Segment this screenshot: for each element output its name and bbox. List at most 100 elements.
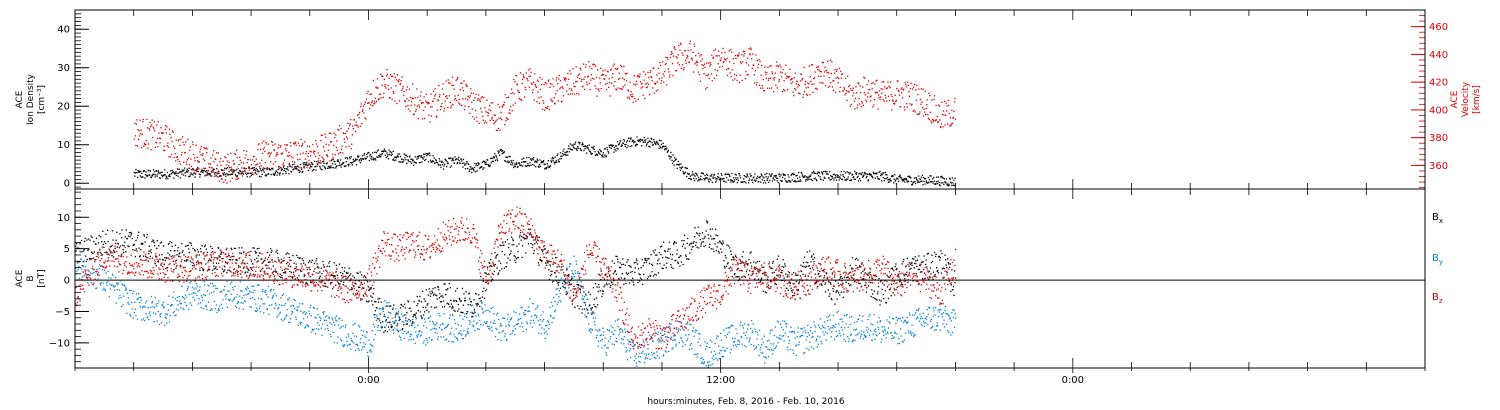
velocity-point xyxy=(409,96,412,99)
velocity-point xyxy=(524,96,526,98)
velocity-point xyxy=(276,151,278,154)
ion-density-point xyxy=(203,167,205,169)
velocity-point xyxy=(172,131,174,134)
velocity-point xyxy=(831,61,833,63)
bx-point xyxy=(839,294,841,296)
bx-point xyxy=(273,275,276,277)
bx-point xyxy=(471,312,473,314)
ion-density-point xyxy=(276,174,278,176)
ion-density-point xyxy=(842,173,844,176)
bx-point xyxy=(572,294,575,296)
bx-point xyxy=(146,236,148,238)
bx-point xyxy=(738,276,740,278)
velocity-point xyxy=(709,65,711,67)
ion-density-point xyxy=(642,139,644,141)
ion-density-point xyxy=(264,168,266,170)
velocity-point xyxy=(183,144,185,146)
ion-density-point xyxy=(637,139,639,141)
ion-density-point xyxy=(392,150,394,152)
velocity-point xyxy=(551,100,554,102)
ion-density-point xyxy=(307,164,309,166)
velocity-point xyxy=(324,133,326,135)
velocity-point xyxy=(832,80,834,82)
velocity-point xyxy=(421,118,424,120)
ion-density-point xyxy=(168,175,170,177)
by-point xyxy=(122,304,124,306)
bx-point xyxy=(838,279,840,281)
bx-point xyxy=(491,278,493,280)
ion-density-point xyxy=(401,158,403,161)
velocity-point xyxy=(344,141,346,143)
bx-point xyxy=(724,255,727,257)
velocity-point xyxy=(929,111,932,113)
velocity-point xyxy=(845,90,848,92)
bx-point xyxy=(634,271,636,273)
bx-point xyxy=(644,259,646,261)
ion-density-point xyxy=(758,180,760,183)
ion-density-point xyxy=(763,177,765,179)
bx-point xyxy=(917,268,919,271)
velocity-point xyxy=(376,87,378,89)
velocity-point xyxy=(249,159,252,161)
ion-density-point xyxy=(742,181,744,183)
ion-density-point xyxy=(701,178,703,181)
ion-density-point xyxy=(819,176,821,178)
bx-point xyxy=(909,268,911,270)
velocity-point xyxy=(589,65,591,68)
velocity-tick-label: 460 xyxy=(1429,22,1448,33)
bx-point xyxy=(798,283,800,285)
velocity-point xyxy=(462,89,465,92)
bx-point xyxy=(419,311,422,313)
ion-density-point xyxy=(390,151,392,153)
velocity-point xyxy=(208,163,210,165)
ion-density-point xyxy=(269,168,271,170)
bx-point xyxy=(393,322,395,324)
ion-density-point xyxy=(356,158,358,161)
velocity-point xyxy=(198,168,200,170)
ion-density-point xyxy=(816,180,818,182)
ion-density-point xyxy=(766,179,768,181)
ion-density-point xyxy=(187,170,189,172)
bx-point xyxy=(875,298,877,300)
bx-point xyxy=(127,235,130,237)
velocity-point xyxy=(523,75,525,78)
ion-density-point xyxy=(843,176,846,179)
bx-point xyxy=(277,257,279,259)
velocity-point xyxy=(592,63,595,65)
bx-point xyxy=(484,290,487,292)
velocity-point xyxy=(236,178,239,180)
bx-point xyxy=(404,303,406,305)
bx-point xyxy=(132,244,134,247)
velocity-point xyxy=(264,162,266,164)
velocity-point xyxy=(563,77,565,79)
bx-point xyxy=(778,270,780,272)
velocity-point xyxy=(500,111,502,114)
bx-point xyxy=(927,277,929,279)
velocity-point xyxy=(651,76,653,78)
velocity-point xyxy=(149,125,152,128)
ion-density-point xyxy=(942,177,944,179)
ion-density-point xyxy=(686,175,688,178)
velocity-point xyxy=(837,76,839,78)
bx-point xyxy=(679,265,681,267)
bx-point xyxy=(428,311,430,313)
bx-point xyxy=(80,239,83,242)
by-point xyxy=(103,269,106,271)
bx-point xyxy=(453,309,455,311)
velocity-point xyxy=(178,160,181,163)
ion-density-point xyxy=(368,159,370,162)
velocity-point xyxy=(373,103,375,105)
ion-density-point xyxy=(505,156,508,158)
velocity-point xyxy=(847,75,849,77)
bx-point xyxy=(423,298,425,300)
bx-point xyxy=(374,301,376,303)
ion-density-point xyxy=(846,171,848,173)
velocity-point xyxy=(654,82,656,84)
ion-density-point xyxy=(394,156,396,158)
velocity-point xyxy=(570,88,573,90)
velocity-point xyxy=(427,101,429,103)
bx-point xyxy=(474,312,476,314)
velocity-point xyxy=(451,84,453,86)
bx-point xyxy=(898,281,901,283)
bx-point xyxy=(929,267,932,269)
